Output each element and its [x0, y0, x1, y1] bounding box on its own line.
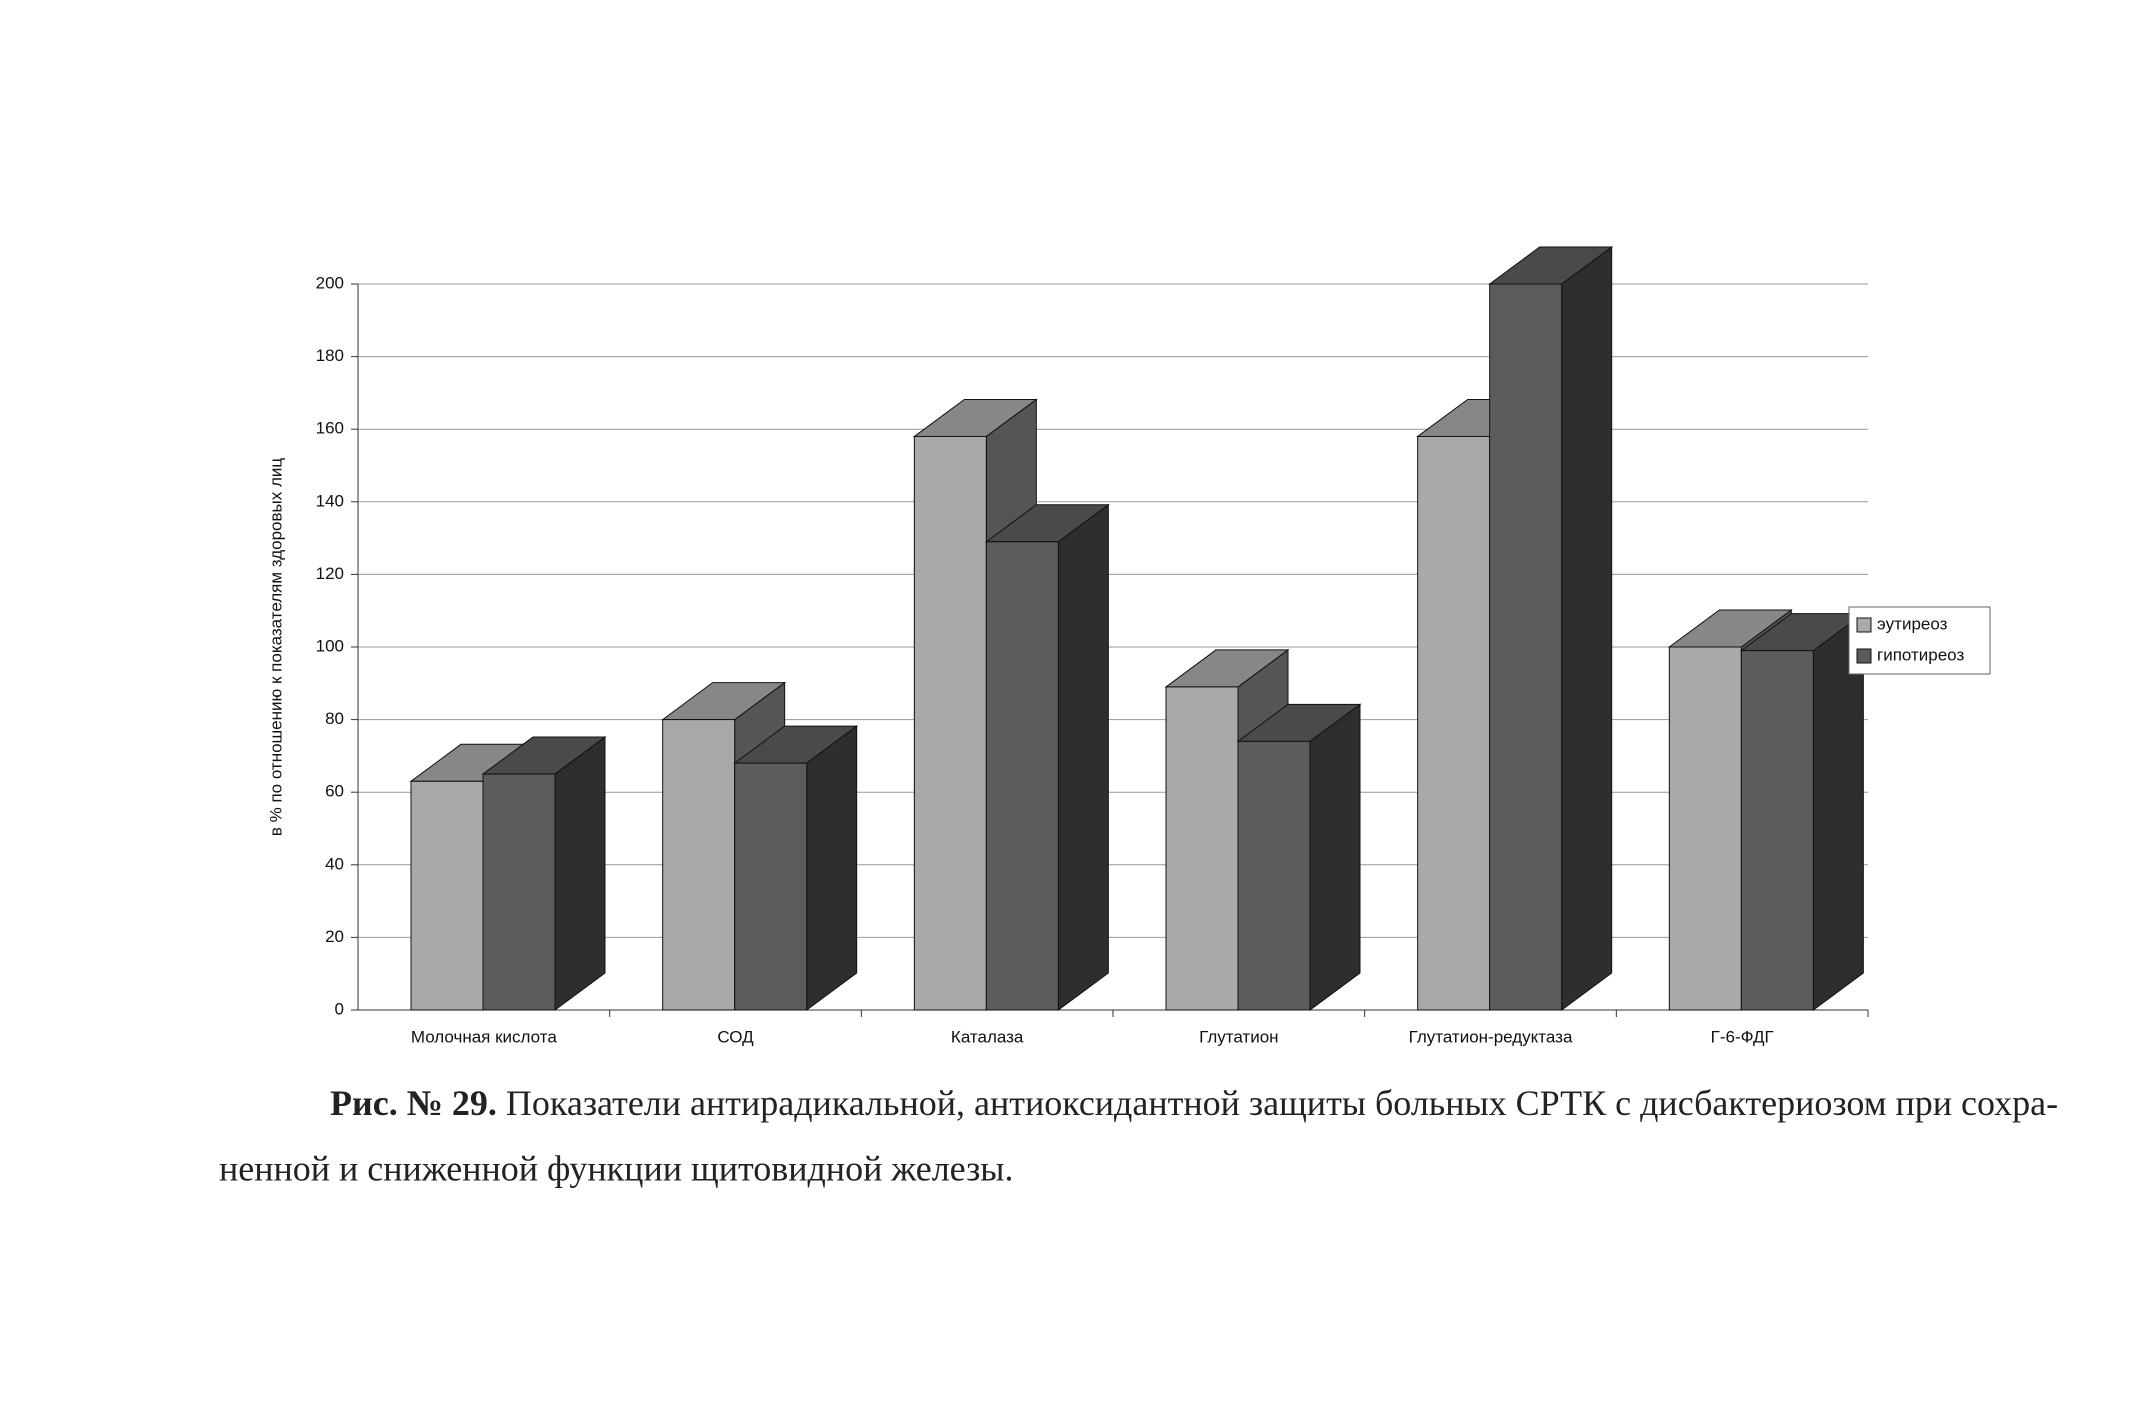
y-tick-label: 120 — [316, 564, 344, 583]
y-tick-label: 60 — [325, 782, 344, 801]
y-tick-label: 100 — [316, 636, 344, 655]
y-tick-label: 140 — [316, 491, 344, 510]
y-tick-label: 80 — [325, 709, 344, 728]
bar-side — [554, 736, 606, 1011]
plot: 0 20 40 60 80 100 120 140 160 180 200 Молочная кисл… — [316, 246, 1991, 1046]
caption-line: Рис. № 29. Показатели антирадикальной, а… — [330, 1083, 2058, 1123]
legend-swatch — [1856, 648, 1872, 664]
x-tick-label: Глутатион-редуктаза — [1409, 1027, 1573, 1046]
bar — [1237, 740, 1311, 1011]
legend-label: гипотиреоз — [1877, 645, 1964, 664]
y-tick-label: 180 — [316, 346, 344, 365]
bar-side — [1561, 246, 1613, 1011]
bar-side — [806, 725, 858, 1011]
y-tick-label: 20 — [325, 927, 344, 946]
bar — [985, 541, 1059, 1011]
legend-swatch — [1856, 617, 1872, 633]
bar — [734, 762, 808, 1011]
legend-box — [1848, 606, 1991, 675]
bar — [1740, 650, 1814, 1011]
y-tick-label: 200 — [316, 273, 344, 292]
caption-line: ненной и сниженной функции щитовидной же… — [219, 1148, 1014, 1188]
y-tick-label: 160 — [316, 419, 344, 438]
x-tick-label: СОД — [717, 1027, 754, 1046]
bar — [662, 719, 736, 1011]
bar — [482, 773, 556, 1011]
legend-label: эутиреоз — [1877, 614, 1948, 633]
y-tick-label: 40 — [325, 854, 344, 873]
caption-text: Показатели антирадикальной, антиоксидант… — [506, 1083, 2058, 1123]
bar — [1489, 283, 1563, 1011]
x-tick-label: Молочная кислота — [411, 1027, 557, 1046]
bar-side — [1057, 503, 1109, 1011]
bar-side — [1309, 703, 1361, 1011]
y-axis-title: в % по отношению к показателям здоровых … — [266, 458, 285, 837]
bar — [913, 435, 987, 1011]
x-tick-label: Глутатион — [1199, 1027, 1278, 1046]
bar — [410, 780, 484, 1011]
x-tick-label: Каталаза — [951, 1027, 1024, 1046]
x-tick-label: Г-6-ФДГ — [1711, 1027, 1774, 1046]
caption-label: Рис. № 29. — [330, 1083, 497, 1123]
y-tick-label: 0 — [335, 999, 344, 1018]
bar — [1417, 435, 1491, 1011]
bar — [1165, 686, 1239, 1011]
bar — [1668, 646, 1742, 1011]
